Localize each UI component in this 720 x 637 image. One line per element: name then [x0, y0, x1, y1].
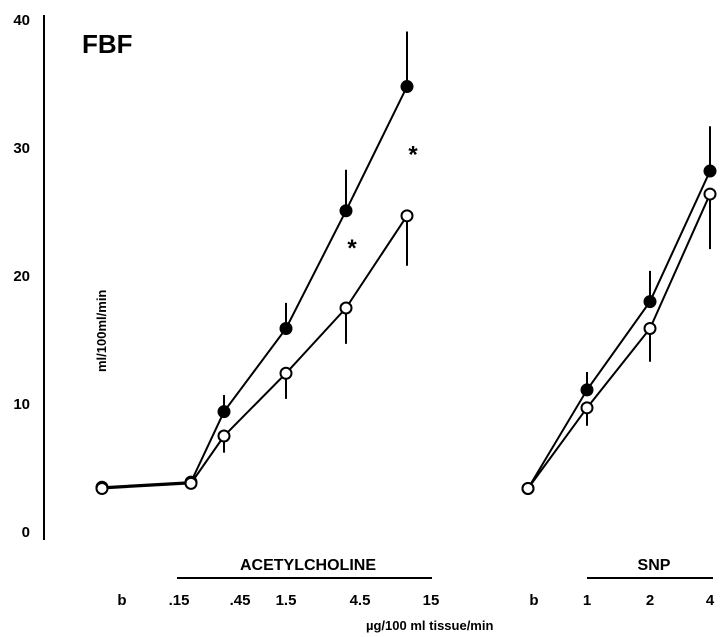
- open-point: [643, 321, 657, 335]
- y-tick-label: 10: [13, 396, 30, 413]
- series-line: [101, 86, 408, 489]
- open-point: [580, 401, 594, 415]
- x-tick-label: 1: [583, 592, 591, 609]
- open-point: [703, 187, 717, 201]
- open-point: [339, 301, 353, 315]
- series-line: [101, 215, 408, 490]
- y-tick-label: 30: [13, 140, 30, 157]
- chart-title: FBF: [82, 29, 133, 59]
- open-point: [95, 481, 109, 495]
- y-tick-label: 0: [22, 524, 30, 541]
- x-tick-label: .45: [230, 592, 251, 609]
- filled-point: [279, 321, 293, 335]
- filled-point: [217, 405, 231, 419]
- significance-asterisk: *: [347, 235, 357, 262]
- x-tick-label: b: [529, 592, 538, 609]
- y-axis-label: ml/100ml/min: [94, 290, 109, 372]
- open-point: [279, 366, 293, 380]
- acetylcholine-label: ACETYLCHOLINE: [240, 557, 376, 574]
- y-tick-label: 40: [13, 12, 30, 29]
- series-line: [527, 193, 711, 490]
- x-tick-label: 15: [423, 592, 440, 609]
- filled-point: [400, 80, 414, 94]
- x-tick-label: 2: [646, 592, 654, 609]
- open-point: [521, 481, 535, 495]
- x-tick-label: .15: [169, 592, 190, 609]
- filled-point: [643, 295, 657, 309]
- snp-label: SNP: [638, 557, 671, 574]
- open-point: [184, 476, 198, 490]
- x-tick-label: 4: [706, 592, 715, 609]
- significance-asterisk: *: [408, 142, 418, 169]
- y-tick-label: 20: [13, 268, 30, 285]
- x-tick-label: 1.5: [276, 592, 297, 609]
- filled-point: [580, 383, 594, 397]
- filled-point: [339, 204, 353, 218]
- x-axis-label: µg/100 ml tissue/min: [366, 618, 493, 633]
- x-tick-label: 4.5: [350, 592, 371, 609]
- series-line: [527, 170, 711, 489]
- open-point: [400, 209, 414, 223]
- filled-point: [703, 164, 717, 178]
- x-tick-label: b: [117, 592, 126, 609]
- open-point: [217, 429, 231, 443]
